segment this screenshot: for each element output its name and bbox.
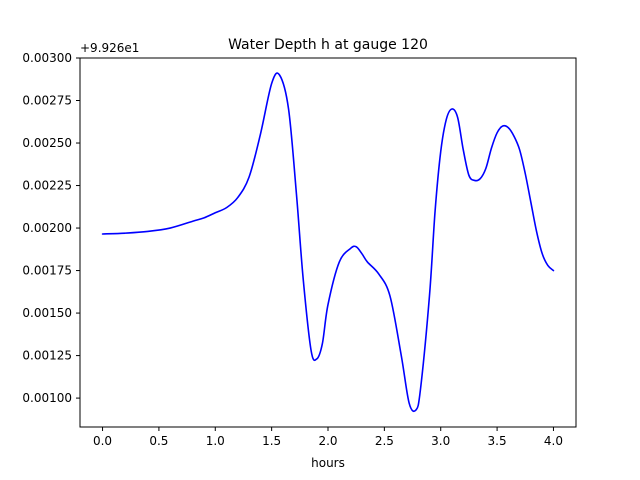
y-offset-label: +9.926e1 [80,41,139,55]
y-tick-label: 0.00300 [22,51,72,65]
x-tick-label: 3.5 [488,434,507,448]
series-line [101,72,555,413]
x-tick-label: 2.0 [318,434,337,448]
x-axis-label: hours [311,456,345,470]
x-tick-label: 4.0 [544,434,563,448]
y-axis-ticks: 0.00100 0.00125 0.00150 0.00175 0.00200 0.002… [22,51,80,405]
x-tick-label: 1.5 [262,434,281,448]
x-tick-label: 2.5 [375,434,394,448]
y-tick-label: 0.00225 [22,179,72,193]
y-tick-label: 0.00275 [22,94,72,108]
x-tick-label: 3.0 [431,434,450,448]
plot-area [79,57,577,428]
x-tick-label: 0.0 [93,434,112,448]
x-tick-label: 1.0 [206,434,225,448]
y-tick-label: 0.00125 [22,349,72,363]
chart-title: Water Depth h at gauge 120 [228,37,428,53]
x-tick-label: 0.5 [149,434,168,448]
y-tick-label: 0.00150 [22,306,72,320]
y-tick-label: 0.00250 [22,136,72,150]
y-tick-label: 0.00200 [22,221,72,235]
y-tick-label: 0.00100 [22,391,72,405]
x-axis-ticks: 0.0 0.5 1.0 1.5 2.0 2.5 3.0 3.5 4.0 [93,427,563,448]
y-tick-label: 0.00175 [22,264,72,278]
